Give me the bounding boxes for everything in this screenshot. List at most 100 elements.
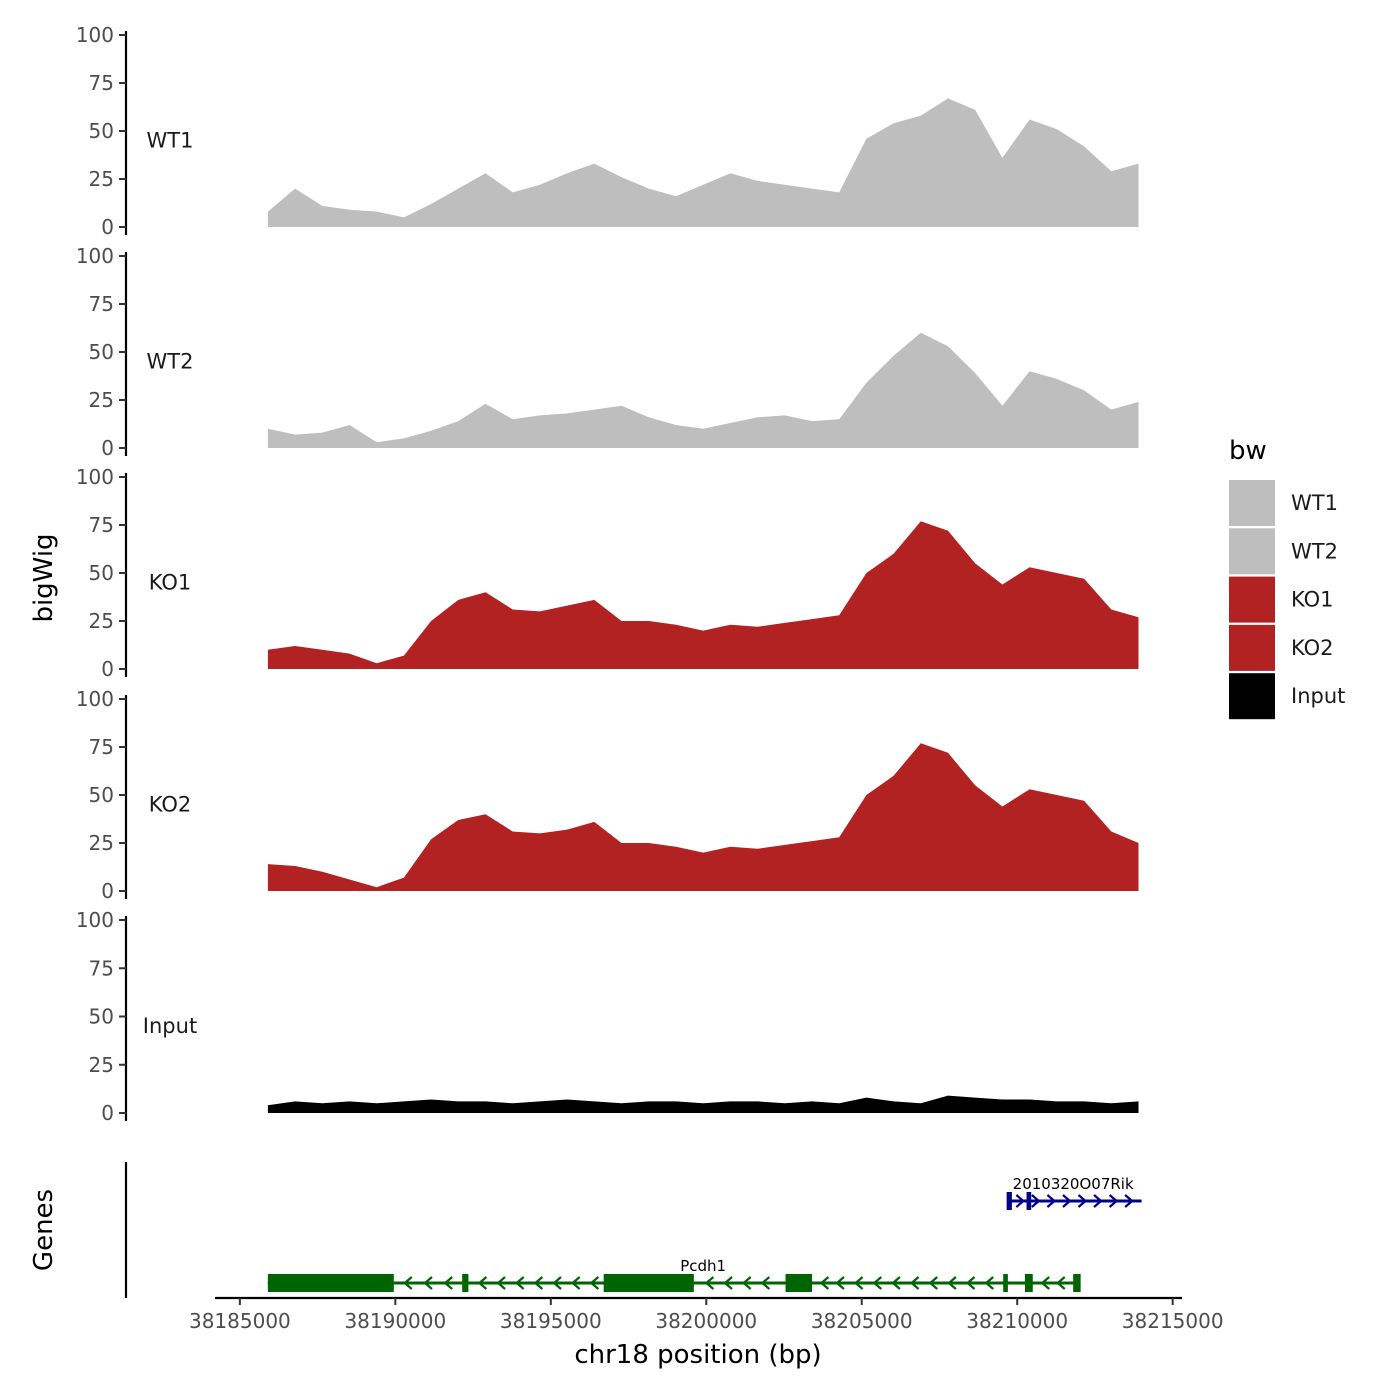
y-tick-label: 0 [101,879,114,903]
gene-exon [267,1274,394,1292]
strand-arrow [589,1276,600,1290]
gene-exon [1007,1192,1012,1210]
track-wt2: 0 25 50 75 100 WT2 [76,244,1139,460]
y-tick-label: 100 [76,244,114,268]
gene-exon [1026,1192,1032,1210]
gene-exon [462,1274,469,1292]
track-label-wt2: WT2 [147,350,194,374]
legend-key-ko1 [1229,576,1275,623]
y-axis-title: bigWig [29,533,59,622]
strand-arrow [477,1276,488,1290]
strand-arrow [819,1276,830,1290]
y-tick-label: 25 [89,831,114,855]
legend-label-wt1: WT1 [1291,491,1338,515]
strand-arrow [928,1276,938,1290]
gene-exon [1073,1274,1080,1292]
strand-arrow [533,1276,544,1290]
area-wt1 [267,98,1139,228]
y-tick-label: 75 [89,735,114,759]
legend-key-ko2 [1229,624,1275,671]
strand-arrow [552,1276,562,1290]
gene-label: Pcdh1 [680,1257,726,1275]
strand-arrow [1040,1276,1050,1290]
strand-arrow [947,1276,957,1290]
track-label-ko2: KO2 [149,793,192,817]
strand-arrow [1108,1194,1119,1208]
y-tick-label: 50 [89,340,114,364]
area-wt2 [267,332,1139,448]
strand-arrow [835,1276,845,1290]
y-tick-label: 50 [89,1005,114,1029]
y-tick-label: 25 [89,609,114,633]
gene-exon [603,1274,694,1292]
strand-arrow [570,1276,581,1290]
strand-arrow [984,1276,994,1290]
strand-arrow [742,1276,752,1290]
strand-arrow [1062,1194,1072,1208]
coverage-tracks: 0255075100WT10255075100WT20255075100KO10… [76,23,1139,1125]
x-tick-label: 38200000 [655,1309,757,1333]
gene-exon [1003,1274,1008,1292]
gene-2010320o07rik: 2010320O07Rik [1006,1175,1142,1210]
y-tick-label: 25 [89,388,114,412]
track-ko1: 0 25 50 75 100 KO1 [76,465,1139,681]
x-tick-label: 38210000 [966,1309,1068,1333]
y-tick-label: 25 [89,1053,114,1077]
gene-exon [1024,1274,1033,1292]
track-label-wt1: WT1 [147,129,194,153]
strand-arrow [872,1276,883,1290]
y-tick-label: 100 [76,465,114,489]
strand-arrow [1031,1194,1041,1208]
gene-track: 2010320O07Rik Pcdh1 [124,1162,1142,1298]
y-tick-label: 0 [101,215,114,239]
strand-arrow [965,1276,976,1290]
legend-label-ko1: KO1 [1291,588,1334,612]
y-tick-label: 0 [101,657,114,681]
track-wt1: 0 25 50 75 100 WT1 [76,23,1139,239]
x-tick-label: 38195000 [500,1309,602,1333]
strand-arrow [760,1276,771,1290]
y-tick-label: 50 [89,783,114,807]
y-tick-label: 75 [89,71,114,95]
y-tick-label: 50 [89,561,114,585]
legend-key-wt2 [1229,528,1275,575]
strand-arrow [704,1276,715,1290]
x-tick-label: 38185000 [189,1309,291,1333]
strand-arrow [1046,1194,1057,1208]
legend: bw WT1 WT2 KO1 KO2 Input [1229,436,1345,720]
x-tick-label: 38205000 [811,1309,913,1333]
legend-label-input: Input [1291,684,1345,708]
track-ko2: 0 25 50 75 100 KO2 [76,687,1139,903]
y-tick-label: 75 [89,513,114,537]
track-label-input: Input [143,1014,197,1038]
y-tick-label: 75 [89,292,114,316]
x-tick-label: 38190000 [344,1309,446,1333]
strand-arrow [423,1276,433,1290]
legend-key-input [1229,673,1275,720]
y-tick-label: 100 [76,23,114,47]
y-tick-label: 0 [101,436,114,460]
strand-arrow [1124,1194,1134,1208]
x-axis: 38185000 38190000 38195000 38200000 38205000… [189,1296,1224,1333]
track-label-ko1: KO1 [149,571,192,595]
genes-axis-title: Genes [29,1189,59,1271]
y-tick-label: 100 [76,908,114,932]
track-input: 0 25 50 75 100 Input [76,908,1139,1125]
area-ko2 [267,743,1139,891]
legend-title: bw [1229,436,1267,466]
y-tick-label: 25 [89,167,114,191]
x-axis-title: chr18 position (bp) [574,1340,821,1370]
legend-label-wt2: WT2 [1291,539,1338,563]
y-tick-label: 50 [89,119,114,143]
y-tick-label: 0 [101,1101,114,1125]
strand-arrow [891,1276,901,1290]
strand-arrow [1056,1276,1066,1290]
area-input [267,1095,1139,1113]
strand-arrow [853,1276,864,1290]
area-ko1 [267,521,1139,669]
legend-label-ko2: KO2 [1291,636,1334,660]
gene-label: 2010320O07Rik [1013,1175,1134,1193]
strand-arrow [403,1276,413,1290]
strand-arrow [1093,1194,1103,1208]
strand-arrow [443,1276,453,1290]
